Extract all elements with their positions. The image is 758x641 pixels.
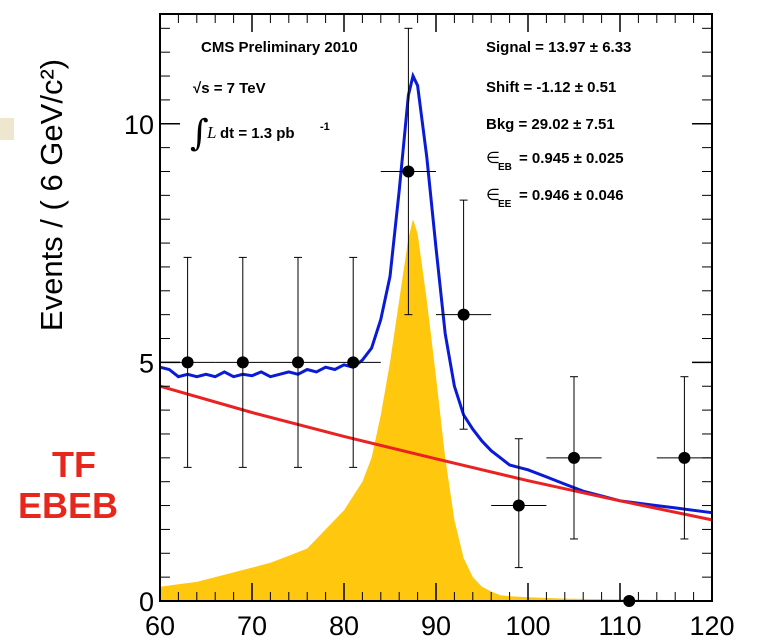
signal-fill-layer [160,219,712,601]
axis-ticks-layer: 60 70 80 90 100 110 120 0 5 10 [124,14,735,641]
x-tick-label: 110 [598,611,641,641]
data-marker [568,451,580,464]
eff-eb-symbol: ∈ [486,148,500,167]
x-tick-label: 90 [421,611,451,641]
lumi-l-label: L [206,123,216,142]
y-axis-label: Events / ( 6 GeV/c²) [34,59,69,331]
series-line-1 [159,384,713,522]
eff-ee-subscript: EE [498,199,512,210]
data-marker [512,499,525,512]
x-tick-label: 100 [505,611,550,641]
y-tick-label: 0 [139,587,154,617]
series-fill-2 [160,219,712,601]
eff-ee-symbol: ∈ [486,185,500,204]
curve-layer [159,71,713,522]
energy-label: √s = 7 TeV [193,80,266,97]
data-point-7 [546,376,602,540]
shift-label: Shift = -1.12 ± 0.51 [486,79,616,96]
data-point-4 [380,27,436,316]
data-point-2 [270,256,326,468]
data-marker [292,356,304,369]
data-marker [181,356,194,369]
eff-ee-label: = 0.946 ± 0.046 [519,187,624,204]
eff-eb-label: = 0.945 ± 0.025 [519,150,624,167]
data-marker [678,451,691,464]
y-tick-label: 5 [139,348,154,378]
signal-label: Signal = 13.97 ± 6.33 [486,39,631,56]
lumi-label: dt = 1.3 pb [220,125,295,142]
x-tick-label: 80 [329,611,359,641]
data-marker [236,356,249,369]
bkg-label: Bkg = 29.02 ± 7.51 [486,116,615,133]
lumi-exponent: -1 [320,121,330,133]
data-marker [402,165,415,178]
series-line-0 [159,71,713,515]
y-tick-label: 10 [124,110,154,140]
side-label-ebeb: EBEB [18,485,119,526]
side-label-tf: TF [52,444,96,485]
eff-eb-subscript: EB [498,162,512,173]
x-tick-label: 120 [689,611,734,641]
decorative-shade [0,118,14,140]
lumi-integral-symbol: ∫ [190,113,209,154]
data-point-5 [436,199,492,430]
data-marker [457,308,470,321]
experiment-label: CMS Preliminary 2010 [201,39,358,56]
data-point-1 [215,256,271,468]
data-points-layer [160,27,712,607]
data-point-3 [325,256,381,468]
x-tick-label: 70 [237,611,267,641]
data-point-6 [491,438,547,569]
data-marker [347,356,360,369]
x-tick-label: 60 [145,611,175,641]
